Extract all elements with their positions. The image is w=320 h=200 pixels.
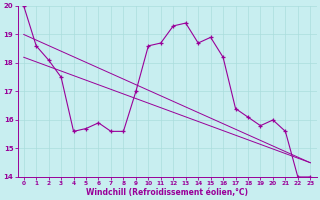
X-axis label: Windchill (Refroidissement éolien,°C): Windchill (Refroidissement éolien,°C): [86, 188, 248, 197]
